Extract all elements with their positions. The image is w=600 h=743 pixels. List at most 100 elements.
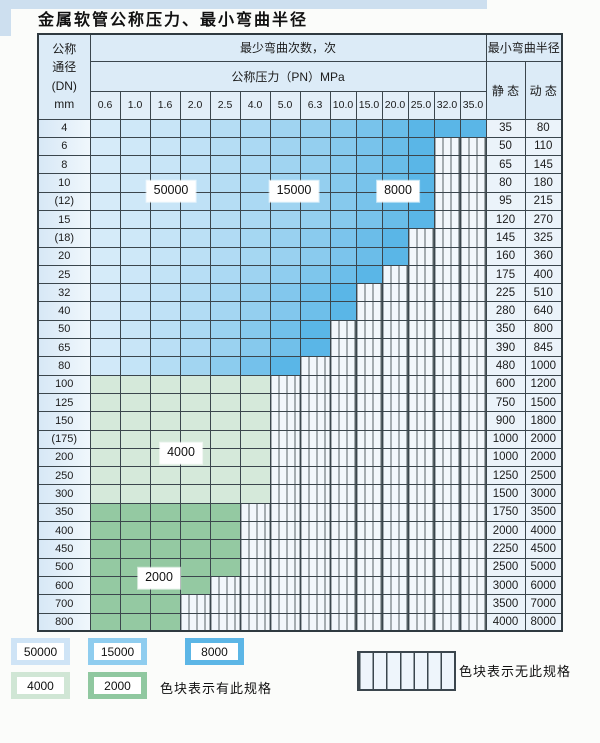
table-row: 450 2250 4500 (37, 539, 563, 559)
cycle-cell-no-spec (269, 557, 301, 577)
dn-cell: 200 (37, 447, 91, 468)
cycle-cell-no-spec (355, 374, 383, 394)
cycle-cell-no-spec (355, 539, 383, 559)
cycle-cell-colored (89, 392, 121, 413)
cycle-cell-no-spec (459, 612, 487, 632)
cycle-cell-no-spec (433, 264, 461, 285)
cycle-cell-colored (119, 118, 151, 138)
cycle-cell-no-spec (381, 447, 409, 468)
dynamic-radius-cell: 2000 (524, 429, 563, 449)
pn-tick-32.0: 32.0 (433, 90, 461, 120)
cycle-cell-colored (355, 118, 383, 138)
cycle-cell-colored (381, 209, 409, 230)
cycle-cell-colored (209, 338, 241, 358)
dn-cell: 350 (37, 502, 91, 523)
cycle-cell-colored (149, 594, 181, 614)
cycle-cell-colored (209, 319, 241, 340)
cycle-cell-no-spec (239, 612, 271, 632)
cycle-cell-no-spec (407, 264, 435, 285)
dynamic-radius-cell: 2500 (524, 466, 563, 486)
cycle-cell-colored (299, 155, 331, 175)
cycle-cell-no-spec (459, 264, 487, 285)
cycle-cell-colored (89, 173, 121, 193)
table-row: 6 50 110 (37, 136, 563, 157)
cycle-cell-no-spec (329, 356, 357, 376)
cycle-cell-colored (329, 155, 357, 175)
cycle-cell-colored (119, 594, 151, 614)
cycle-cell-no-spec (407, 411, 435, 431)
cycle-cell-colored (209, 264, 241, 285)
cycle-cell-colored (119, 191, 151, 211)
cycle-cell-no-spec (459, 392, 487, 413)
cycle-cell-no-spec (269, 392, 301, 413)
dn-cell: 150 (37, 411, 91, 431)
cycle-cell-no-spec (355, 447, 383, 468)
cycle-cell-no-spec (355, 521, 383, 541)
cycle-cell-colored (209, 484, 241, 504)
cycle-cell-no-spec (209, 575, 241, 596)
cycle-cell-colored (329, 118, 357, 138)
dynamic-radius-cell: 6000 (524, 575, 563, 596)
dynamic-radius-cell: 7000 (524, 594, 563, 614)
cycle-cell-colored (381, 155, 409, 175)
cycle-count-label-15000: 15000 (269, 180, 319, 202)
cycle-cell-no-spec (459, 228, 487, 248)
dn-cell: 100 (37, 374, 91, 394)
cycle-cell-no-spec (329, 392, 357, 413)
cycle-cell-colored (239, 209, 271, 230)
cycle-cell-no-spec (299, 356, 331, 376)
cycle-cell-colored (119, 392, 151, 413)
cycle-cell-colored (209, 502, 241, 523)
cycle-cell-no-spec (355, 301, 383, 321)
cycle-cell-colored (179, 319, 211, 340)
cycle-cell-colored (329, 173, 357, 193)
dn-cell: 600 (37, 575, 91, 596)
cycle-cell-colored (299, 338, 331, 358)
cycle-cell-colored (89, 155, 121, 175)
dn-cell: (175) (37, 429, 91, 449)
cycle-cell-colored (149, 392, 181, 413)
cycle-cell-colored (269, 356, 301, 376)
table-row: 80 480 1000 (37, 356, 563, 376)
pn-tick-25.0: 25.0 (407, 90, 435, 120)
cycle-cell-no-spec (381, 575, 409, 596)
cycle-cell-no-spec (299, 594, 331, 614)
cycle-cell-no-spec (299, 575, 331, 596)
cycle-cell-colored (407, 136, 435, 157)
legend-swatch-label: 4000 (17, 677, 64, 694)
cycle-cell-colored (179, 374, 211, 394)
cycle-cell-colored (119, 173, 151, 193)
cycle-cell-colored (209, 374, 241, 394)
cycle-cell-no-spec (299, 411, 331, 431)
cycle-cell-no-spec (299, 447, 331, 468)
cycle-cell-no-spec (329, 521, 357, 541)
cycle-cell-colored (149, 521, 181, 541)
cycle-cell-no-spec (407, 319, 435, 340)
cycle-cell-no-spec (381, 557, 409, 577)
cycle-cell-colored (209, 228, 241, 248)
cycle-cell-colored (179, 264, 211, 285)
cycle-cell-colored (209, 301, 241, 321)
cycle-cell-colored (179, 575, 211, 596)
cycle-cell-colored (239, 136, 271, 157)
cycle-cell-colored (355, 155, 383, 175)
cycle-cell-no-spec (355, 411, 383, 431)
cycle-cell-colored (179, 283, 211, 303)
cycle-cell-no-spec (433, 484, 461, 504)
table-row: 250 1250 2500 (37, 466, 563, 486)
cycle-cell-colored (89, 557, 121, 577)
cycle-cell-colored (119, 484, 151, 504)
cycle-cell-colored (407, 209, 435, 230)
cycle-cell-colored (269, 136, 301, 157)
cycle-cell-no-spec (299, 429, 331, 449)
table-row: 500 2500 5000 (37, 557, 563, 577)
cycle-cell-colored (269, 283, 301, 303)
dn-header: 公称 通径 (DN) mm (37, 33, 91, 120)
cycle-cell-no-spec (355, 484, 383, 504)
cycle-cell-colored (459, 118, 487, 138)
cycle-cell-no-spec (433, 356, 461, 376)
cycle-cell-colored (149, 466, 181, 486)
cycle-cell-colored (355, 228, 383, 248)
cycle-cell-no-spec (407, 429, 435, 449)
cycle-cell-no-spec (381, 466, 409, 486)
